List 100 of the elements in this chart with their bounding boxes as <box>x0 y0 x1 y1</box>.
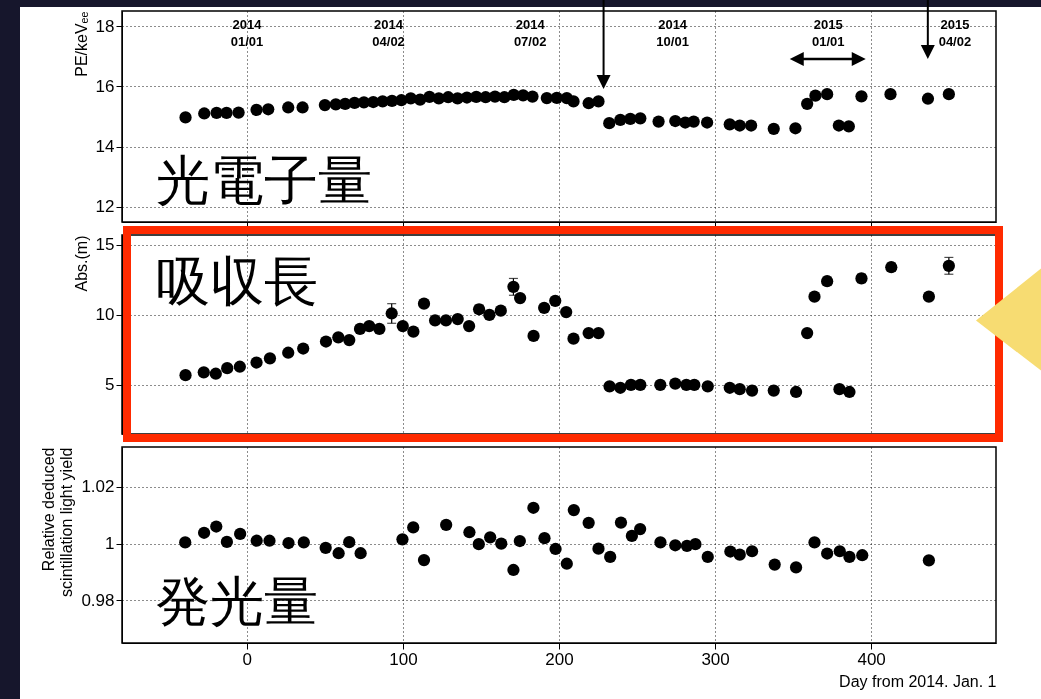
y-tick-label: 14 <box>95 137 115 157</box>
point <box>688 378 701 392</box>
annotation: 2014 10/01 <box>656 17 689 49</box>
point <box>669 377 682 390</box>
point <box>507 563 520 577</box>
point <box>373 322 386 336</box>
point <box>614 381 627 394</box>
point <box>789 561 803 574</box>
point <box>472 538 485 551</box>
point <box>701 550 714 564</box>
point <box>297 536 310 549</box>
point <box>396 533 409 546</box>
point <box>451 312 464 326</box>
point <box>592 542 605 555</box>
point <box>396 319 409 333</box>
point <box>527 501 540 514</box>
point <box>527 329 540 343</box>
point <box>821 547 834 560</box>
point <box>808 536 821 549</box>
point <box>440 518 453 531</box>
point <box>197 526 211 539</box>
point <box>833 383 846 396</box>
y-tick-label: 18 <box>95 16 115 36</box>
annotation: 2014 01/01 <box>230 17 264 49</box>
y-tick-label: 10 <box>95 305 115 325</box>
point <box>354 547 367 560</box>
point <box>484 531 497 544</box>
point <box>689 538 702 551</box>
point <box>549 542 562 556</box>
point <box>463 526 476 539</box>
y-tick-label: 5 <box>105 375 115 395</box>
point <box>745 545 759 558</box>
point <box>654 536 667 549</box>
annotation: 2015 04/02 <box>938 17 972 49</box>
point <box>282 346 295 359</box>
annotation: 発光量 <box>156 570 318 633</box>
point <box>319 541 332 554</box>
point <box>614 516 628 529</box>
point <box>209 367 222 380</box>
point <box>297 342 310 355</box>
point <box>567 332 580 345</box>
point <box>768 558 781 571</box>
point <box>363 319 376 333</box>
point <box>922 554 936 567</box>
point <box>234 527 247 541</box>
y-axis-title: Abs.(m) <box>72 235 90 292</box>
point <box>407 521 420 534</box>
point <box>549 294 562 307</box>
annotation: 吸収長 <box>156 250 318 313</box>
point <box>179 369 192 382</box>
annotation: 2014 04/02 <box>372 17 405 49</box>
point <box>833 545 846 558</box>
x-axis-title: Day from 2014. Jan. 1 <box>839 672 997 690</box>
point <box>625 529 639 543</box>
point <box>439 314 453 327</box>
point <box>332 547 345 560</box>
point <box>282 536 295 550</box>
point <box>767 384 780 397</box>
point <box>843 550 856 564</box>
point <box>428 314 442 327</box>
point <box>407 325 420 338</box>
x-tick-label: 0 <box>242 649 253 669</box>
point <box>582 516 595 529</box>
y-tick-label: 12 <box>95 197 115 217</box>
point <box>745 384 759 397</box>
point <box>560 557 573 570</box>
y-axis-title: PE/keVₑₑ <box>72 11 90 77</box>
point <box>250 356 263 369</box>
point <box>233 360 246 373</box>
point <box>843 385 856 399</box>
point <box>417 553 431 567</box>
point <box>319 335 333 348</box>
point <box>210 520 223 533</box>
point <box>263 352 277 365</box>
point <box>592 326 605 340</box>
point <box>332 331 345 344</box>
x-tick-label: 100 <box>389 649 418 669</box>
point <box>343 536 356 549</box>
point <box>494 304 507 317</box>
point <box>538 532 551 545</box>
point <box>604 550 617 564</box>
point <box>250 534 263 547</box>
x-tick-label: 300 <box>701 649 730 669</box>
point <box>197 366 210 379</box>
y-tick-label: 16 <box>95 76 115 96</box>
point <box>733 383 746 396</box>
point <box>513 534 526 548</box>
point <box>220 535 233 548</box>
point <box>701 380 714 393</box>
point <box>634 522 647 536</box>
point <box>179 536 192 549</box>
point <box>417 297 431 310</box>
point <box>922 290 936 303</box>
y-tick-label: 15 <box>95 235 115 255</box>
point <box>801 326 814 340</box>
y-tick-label: 1.02 <box>81 477 115 497</box>
annotation: 2015 01/01 <box>811 17 845 49</box>
point <box>856 549 869 562</box>
point <box>723 381 736 394</box>
point <box>343 333 356 347</box>
